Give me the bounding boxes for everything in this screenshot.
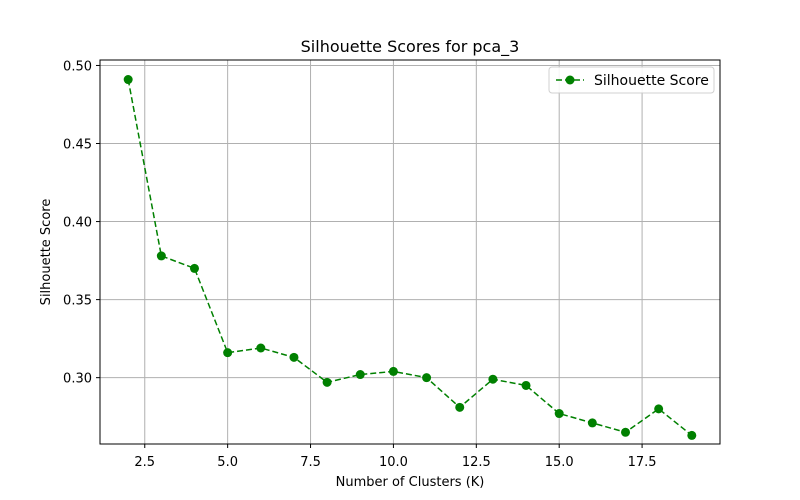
data-point xyxy=(388,366,398,376)
legend-marker xyxy=(565,75,575,85)
data-point xyxy=(422,373,432,383)
x-tick-label: 7.5 xyxy=(300,455,321,470)
y-tick-label: 0.30 xyxy=(63,372,92,387)
legend-box xyxy=(548,66,715,94)
y-axis-label: Silhouette Score xyxy=(39,199,54,306)
data-point xyxy=(587,418,597,428)
data-point xyxy=(654,404,664,414)
x-tick-label: 17.5 xyxy=(628,455,657,470)
x-tick-label: 10.0 xyxy=(379,455,408,470)
legend: Silhouette Score xyxy=(548,66,715,94)
data-point xyxy=(554,409,564,419)
data-point xyxy=(621,427,631,437)
data-point xyxy=(322,377,332,387)
data-point xyxy=(355,370,365,380)
x-tick-label: 12.5 xyxy=(462,455,491,470)
x-tick-label: 5.0 xyxy=(217,455,238,470)
y-tick-label: 0.45 xyxy=(63,138,92,153)
ticks: 2.5 5.0 7.5 10.0 12.5 15.0 17.5 0.30 0.35 0.40 0.4… xyxy=(63,59,657,470)
series-layer xyxy=(123,75,697,440)
data-point xyxy=(189,263,199,273)
data-point xyxy=(687,430,697,440)
legend-label: Silhouette Score xyxy=(594,73,709,89)
y-tick-label: 0.35 xyxy=(63,294,92,309)
x-tick-label: 2.5 xyxy=(134,455,155,470)
data-point xyxy=(223,348,233,358)
x-axis-label: Number of Clusters (K) xyxy=(336,475,485,490)
y-tick-label: 0.50 xyxy=(63,59,92,74)
data-point xyxy=(488,374,498,384)
data-point xyxy=(289,352,299,362)
grid xyxy=(100,60,720,444)
y-tick-label: 0.40 xyxy=(63,216,92,231)
series-line xyxy=(127,79,693,436)
x-tick-label: 15.0 xyxy=(545,455,574,470)
data-point xyxy=(156,251,166,261)
data-point xyxy=(521,380,531,390)
data-point xyxy=(455,402,465,412)
plot-frame xyxy=(99,59,721,445)
data-point xyxy=(256,343,266,353)
data-point xyxy=(123,75,133,85)
chart-title: Silhouette Scores for pca_3 xyxy=(301,37,520,57)
